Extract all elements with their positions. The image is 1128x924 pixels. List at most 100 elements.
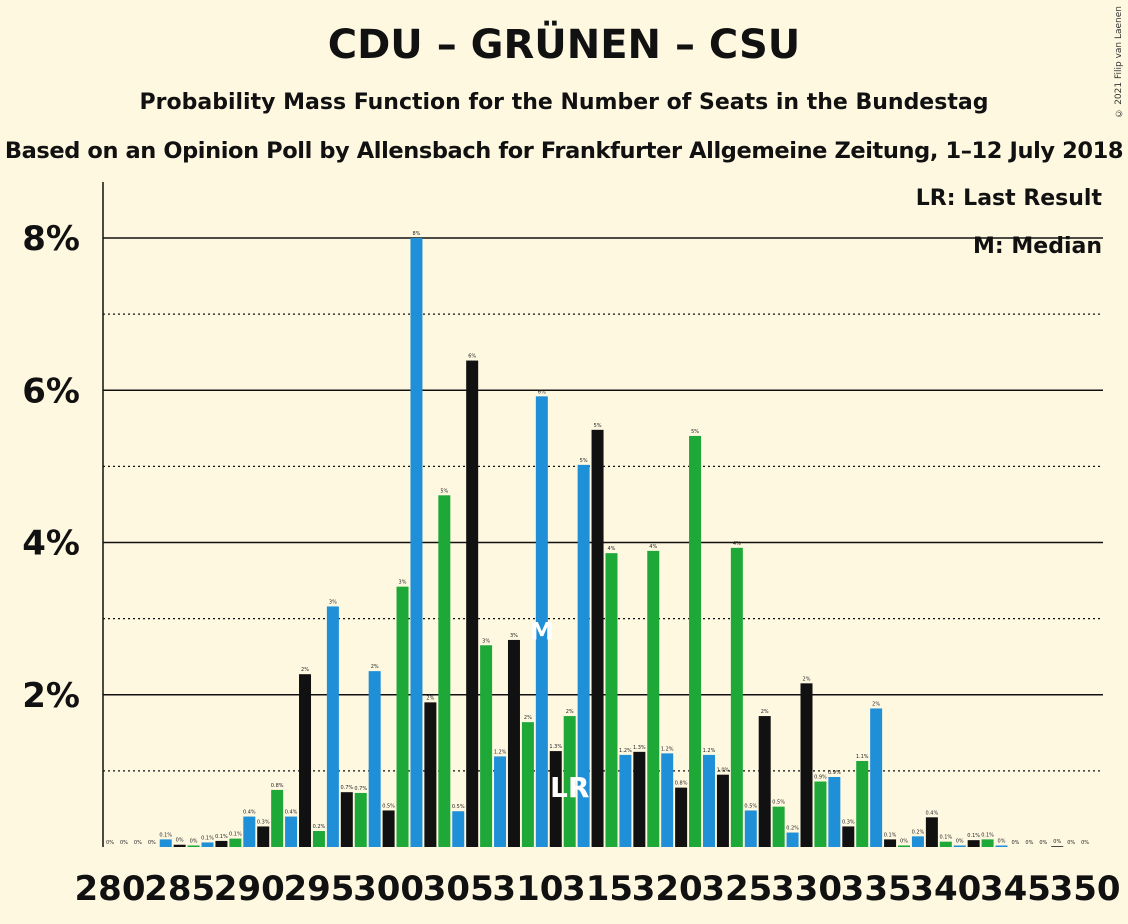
bar-value-label: 0% (998, 838, 1006, 844)
legend-last-result: LR: Last Result (915, 186, 1102, 211)
bar-seat-307 (480, 645, 493, 847)
bar-value-label: 0.5% (382, 803, 395, 809)
bar-value-label: 0% (120, 840, 128, 846)
bar-seat-339 (925, 817, 938, 847)
bar-value-label: 0.1% (939, 835, 952, 841)
bar-seat-314 (577, 464, 590, 847)
x-tick-label: 345 (980, 869, 1051, 909)
x-tick-label: 285 (144, 869, 215, 909)
bar-value-label: 0.5% (452, 804, 465, 810)
bar-seat-342 (967, 840, 980, 847)
bar-value-label: 0.1% (967, 833, 980, 839)
x-tick-label: 310 (492, 869, 563, 909)
y-tick-label: 8% (22, 219, 80, 259)
bar-value-label: 0.7% (354, 786, 367, 792)
bar-seat-284 (159, 839, 172, 847)
bar-value-label: 0.5% (772, 800, 785, 806)
bar-seat-324 (716, 774, 729, 847)
bar-value-label: 5% (580, 458, 588, 464)
bar-value-label: 2% (301, 667, 309, 673)
bar-seat-286 (187, 845, 200, 847)
bar-value-label: 3% (329, 599, 337, 605)
bar-value-label: 0.4% (926, 810, 939, 816)
bar-seat-340 (939, 841, 952, 847)
median-marker: M (530, 617, 554, 645)
bar-value-label: 0% (134, 840, 142, 846)
bar-value-label: 0.8% (271, 783, 284, 789)
bar-seat-328 (772, 806, 785, 847)
bar-value-label: 6% (538, 389, 546, 395)
bar-value-label: 1.2% (619, 748, 632, 754)
bar-value-label: 0.1% (981, 832, 994, 838)
bar-seat-304 (438, 495, 451, 847)
bar-seat-348 (1051, 846, 1064, 847)
bar-value-label: 0% (956, 838, 964, 844)
bar-value-label: 0.1% (159, 832, 172, 838)
bar-value-label: 3% (510, 633, 518, 639)
bar-value-label: 0% (1039, 840, 1047, 846)
bar-seat-322 (689, 435, 702, 847)
bar-value-label: 0% (190, 838, 198, 844)
bar-seat-292 (271, 789, 284, 847)
bar-value-label: 6% (468, 354, 476, 360)
x-tick-label: 295 (283, 869, 354, 909)
bar-seat-337 (898, 845, 911, 847)
x-tick-label: 300 (353, 869, 424, 909)
bar-value-label: 1.2% (703, 748, 716, 754)
bar-value-label: 0.3% (257, 819, 270, 825)
bar-seat-323 (702, 754, 715, 847)
bar-seat-298 (354, 792, 367, 847)
bar-value-label: 5% (691, 429, 699, 435)
x-tick-label: 280 (75, 869, 146, 909)
bar-value-label: 0.4% (243, 810, 256, 816)
x-tick-label: 320 (632, 869, 703, 909)
bar-seat-296 (326, 606, 339, 847)
legend-median: M: Median (973, 234, 1102, 259)
bar-value-label: 1.3% (549, 744, 562, 750)
last-result-marker: LR (550, 771, 589, 804)
bar-seat-336 (884, 839, 897, 847)
chart-subtitle: Probability Mass Function for the Number… (139, 90, 989, 115)
chart-source: Based on an Opinion Poll by Allensbach f… (4, 138, 1124, 164)
bar-seat-300 (382, 810, 395, 847)
x-tick-label: 330 (771, 869, 842, 909)
bar-seat-331 (814, 781, 827, 847)
bar-seat-329 (786, 832, 799, 847)
bar-seat-317 (619, 754, 632, 847)
bar-value-label: 3% (399, 580, 407, 586)
bar-value-label: 2% (872, 701, 880, 707)
bar-seat-325 (730, 547, 743, 847)
bar-seat-313 (563, 716, 576, 847)
bar-value-label: 1.0% (717, 768, 730, 774)
bar-seat-344 (995, 845, 1008, 847)
bar-value-label: 1.2% (494, 749, 507, 755)
bar-value-label: 0.1% (201, 835, 214, 841)
bar-seat-302 (410, 238, 423, 847)
bar-value-label: 8% (412, 231, 420, 237)
bar-seat-294 (299, 674, 312, 847)
bar-seat-318 (633, 751, 646, 847)
x-tick-label: 335 (841, 869, 912, 909)
y-tick-label: 4% (22, 524, 80, 564)
bar-value-label: 0% (106, 840, 114, 846)
x-tick-label: 340 (910, 869, 981, 909)
bar-seat-327 (758, 716, 771, 847)
bar-seat-291 (257, 826, 270, 847)
bar-value-label: 1.3% (633, 745, 646, 751)
bar-value-label: 3% (482, 638, 490, 644)
bar-value-label: 0.3% (842, 819, 855, 825)
bar-seat-287 (201, 842, 214, 847)
bar-value-label: 0.2% (786, 826, 799, 832)
bar-value-label: 1.2% (661, 746, 674, 752)
bar-seat-319 (647, 550, 660, 847)
x-tick-label: 290 (214, 869, 285, 909)
bar-seat-285 (173, 844, 186, 847)
y-tick-label: 2% (22, 676, 80, 716)
bar-seat-295 (312, 831, 325, 847)
bar-seat-306 (466, 360, 479, 847)
bar-value-label: 0% (148, 840, 156, 846)
bar-value-label: 2% (371, 664, 379, 670)
bar-seat-343 (981, 839, 994, 847)
bar-value-label: 0% (1053, 839, 1061, 845)
